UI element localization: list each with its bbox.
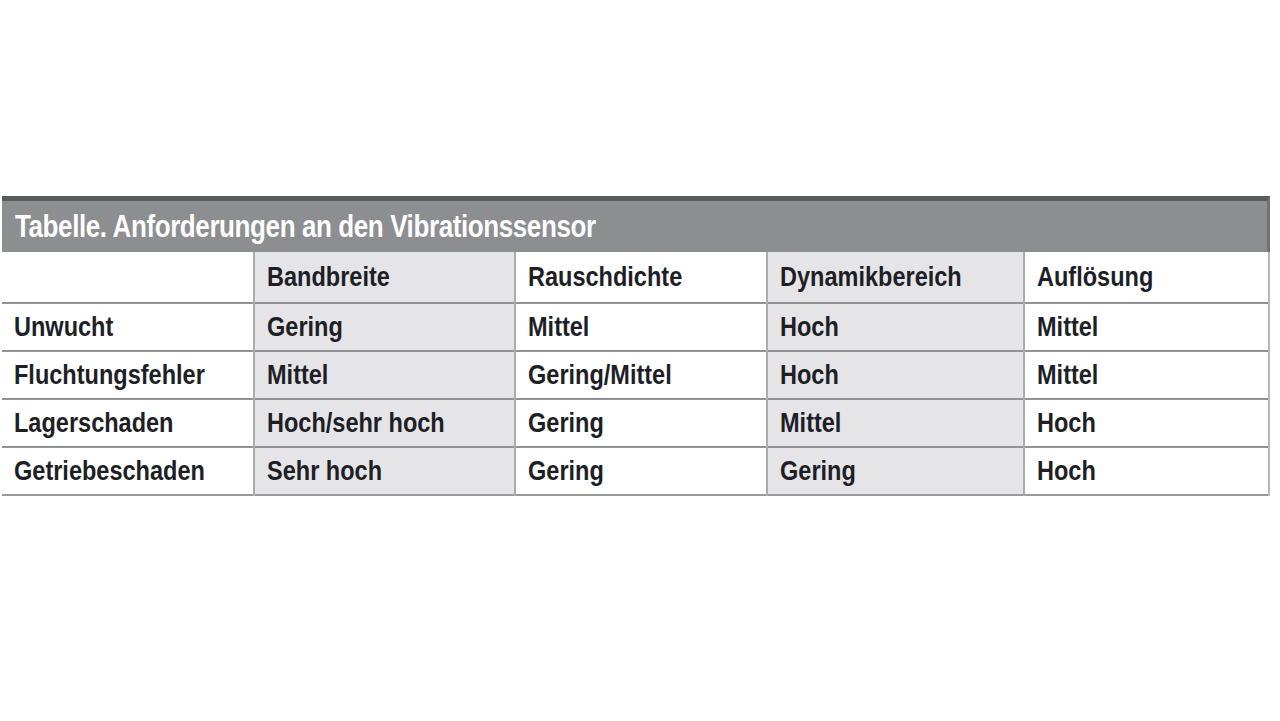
table-row-unwucht: Unwucht Gering Mittel Hoch Mittel	[2, 303, 1269, 351]
column-header-rauschdichte: Rauschdichte	[515, 252, 767, 303]
row-label-cell: Lagerschaden	[2, 399, 254, 447]
table-row-fluchtungsfehler: Fluchtungsfehler Mittel Gering/Mittel Ho…	[2, 351, 1269, 399]
data-cell: Hoch	[767, 351, 1024, 399]
row-label-cell: Unwucht	[2, 303, 254, 351]
data-cell: Mittel	[767, 399, 1024, 447]
data-cell: Gering/Mittel	[515, 351, 767, 399]
page-canvas: Tabelle. Anforderungen an den Vibrations…	[0, 0, 1280, 721]
requirements-table-grid: Bandbreite Rauschdichte Dynamikbereich A…	[2, 252, 1270, 496]
table-row-getriebeschaden: Getriebeschaden Sehr hoch Gering Gering …	[2, 447, 1269, 495]
data-cell: Gering	[515, 399, 767, 447]
table-row-lagerschaden: Lagerschaden Hoch/sehr hoch Gering Mitte…	[2, 399, 1269, 447]
data-cell: Hoch	[1024, 399, 1269, 447]
data-cell: Gering	[767, 447, 1024, 495]
data-cell: Gering	[515, 447, 767, 495]
table-header-row: Bandbreite Rauschdichte Dynamikbereich A…	[2, 252, 1269, 303]
data-cell: Mittel	[1024, 303, 1269, 351]
column-header-dynamikbereich: Dynamikbereich	[767, 252, 1024, 303]
column-header-aufloesung: Auflösung	[1024, 252, 1269, 303]
table-title-bar: Tabelle. Anforderungen an den Vibrations…	[2, 196, 1270, 252]
data-cell: Mittel	[515, 303, 767, 351]
vibration-sensor-requirements-table: Tabelle. Anforderungen an den Vibrations…	[2, 196, 1270, 496]
data-cell: Hoch	[1024, 447, 1269, 495]
data-cell: Mittel	[254, 351, 515, 399]
row-label-cell: Getriebeschaden	[2, 447, 254, 495]
data-cell: Sehr hoch	[254, 447, 515, 495]
column-header-empty	[2, 252, 254, 303]
table-title: Tabelle. Anforderungen an den Vibrations…	[15, 209, 596, 245]
column-header-bandbreite: Bandbreite	[254, 252, 515, 303]
data-cell: Gering	[254, 303, 515, 351]
row-label-cell: Fluchtungsfehler	[2, 351, 254, 399]
data-cell: Hoch/sehr hoch	[254, 399, 515, 447]
data-cell: Hoch	[767, 303, 1024, 351]
data-cell: Mittel	[1024, 351, 1269, 399]
